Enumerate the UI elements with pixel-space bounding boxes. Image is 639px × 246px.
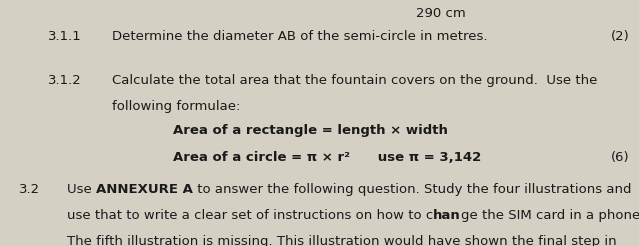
Text: use that to write a clear set of instructions on how to c: use that to write a clear set of instruc… [67, 209, 433, 222]
Text: Area of a rectangle = length × width: Area of a rectangle = length × width [173, 124, 447, 137]
Text: Calculate the total area that the fountain covers on the ground.  Use the: Calculate the total area that the founta… [112, 74, 597, 87]
Text: Determine the diameter AB of the semi-circle in metres.: Determine the diameter AB of the semi-ci… [112, 30, 488, 43]
Text: 290 cm: 290 cm [416, 7, 466, 20]
Text: The fifth illustration is missing. This illustration would have shown the final : The fifth illustration is missing. This … [67, 235, 617, 246]
Text: (2): (2) [611, 30, 629, 43]
Text: 3.1.1: 3.1.1 [48, 30, 82, 43]
Text: Area of a circle = π × r²      use π = 3,142: Area of a circle = π × r² use π = 3,142 [173, 151, 481, 164]
Text: ge the SIM card in a phone.: ge the SIM card in a phone. [461, 209, 639, 222]
Text: ANNEXURE A: ANNEXURE A [96, 183, 193, 196]
Text: 3.2: 3.2 [19, 183, 40, 196]
Text: Use: Use [67, 183, 96, 196]
Text: han: han [433, 209, 461, 222]
Text: 3.1.2: 3.1.2 [48, 74, 82, 87]
Text: following formulae:: following formulae: [112, 100, 240, 113]
Text: (6): (6) [611, 151, 629, 164]
Text: to answer the following question. Study the four illustrations and: to answer the following question. Study … [193, 183, 631, 196]
